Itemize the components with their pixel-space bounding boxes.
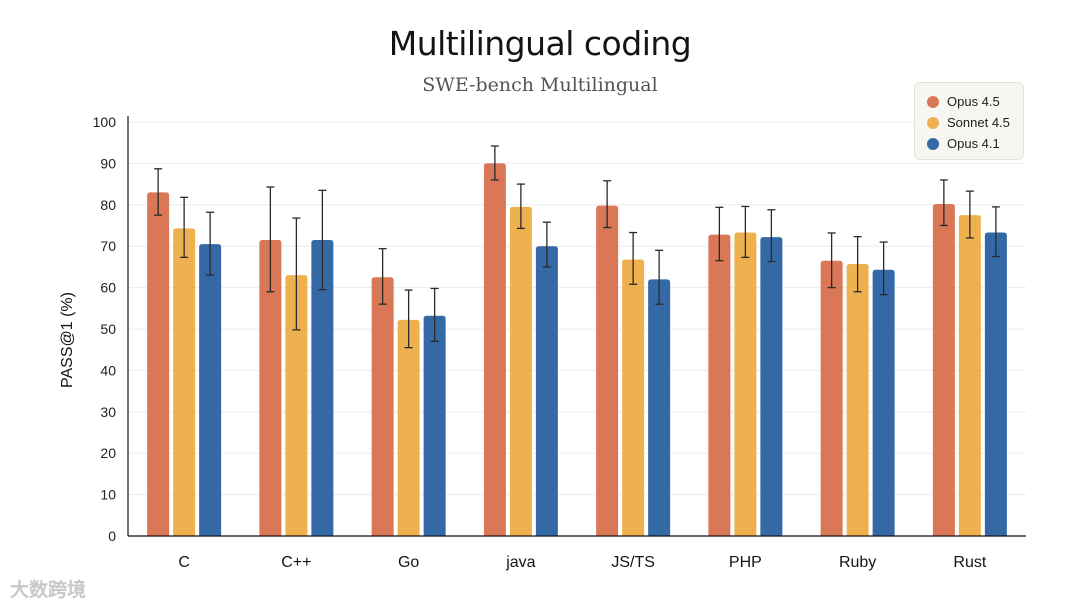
- legend-item-opus-4-1: Opus 4.1: [927, 133, 1023, 154]
- chart-subtitle: SWE-bench Multilingual: [422, 74, 658, 96]
- bar: [958, 215, 981, 536]
- bar: [535, 246, 558, 536]
- watermark-logo: 大数跨境: [10, 580, 87, 601]
- y-tick-label: 70: [100, 238, 116, 254]
- bar: [760, 237, 783, 537]
- y-tick-label: 10: [100, 487, 116, 503]
- bar: [483, 163, 506, 536]
- y-axis-label: PASS@1 (%): [59, 292, 76, 388]
- bar: [285, 275, 308, 536]
- y-tick-label: 40: [100, 362, 116, 378]
- bar: [596, 205, 619, 537]
- y-tick-label: 80: [100, 197, 116, 213]
- x-tick-label: Ruby: [839, 554, 876, 571]
- axes: 0 10 20 30 40 50 60 70 80 90 100 C C++ Go java JS/TS PHP…: [93, 114, 1026, 571]
- x-tick-label: Go: [398, 554, 419, 571]
- bar: [423, 315, 446, 536]
- x-tick-label: JS/TS: [611, 554, 655, 571]
- bar: [648, 279, 671, 536]
- legend-item-sonnet-4-5: Sonnet 4.5: [927, 112, 1023, 133]
- y-tick-label: 90: [100, 155, 116, 171]
- bar: [708, 234, 731, 536]
- y-tick-label: 30: [100, 404, 116, 420]
- chart-title: Multilingual coding: [388, 24, 692, 63]
- legend-swatch: [927, 116, 939, 129]
- bar: [147, 192, 170, 536]
- legend: Opus 4.5 Sonnet 4.5 Opus 4.1: [914, 82, 1024, 160]
- x-tick-label: java: [505, 554, 535, 571]
- bar: [509, 206, 532, 536]
- bar: [397, 319, 420, 536]
- legend-swatch: [927, 137, 939, 150]
- x-tick-label: C++: [281, 554, 311, 571]
- bar: [311, 239, 334, 537]
- bar: [734, 232, 757, 536]
- bars: [147, 163, 1007, 537]
- y-tick-label: 0: [108, 528, 116, 544]
- legend-label: Sonnet 4.5: [947, 115, 1010, 130]
- y-tick-label: 50: [100, 321, 116, 337]
- x-tick-label: Rust: [953, 554, 986, 571]
- bar: [984, 232, 1007, 536]
- bar: [259, 239, 282, 537]
- bar: [846, 264, 869, 536]
- bar: [872, 269, 895, 536]
- bar: [622, 259, 645, 536]
- legend-label: Opus 4.1: [947, 136, 1000, 151]
- x-tick-label: C: [178, 554, 190, 571]
- bar: [371, 277, 394, 536]
- bar: [173, 228, 196, 536]
- y-tick-label: 60: [100, 280, 116, 296]
- bar: [199, 244, 222, 536]
- legend-item-opus-4-5: Opus 4.5: [927, 91, 1023, 112]
- y-tick-label: 20: [100, 445, 116, 461]
- x-tick-label: PHP: [729, 554, 762, 571]
- bar: [820, 260, 843, 536]
- legend-label: Opus 4.5: [947, 94, 1000, 109]
- error-bars: [154, 145, 1000, 349]
- legend-swatch: [927, 95, 939, 108]
- y-tick-label: 100: [93, 114, 117, 130]
- bar: [932, 203, 955, 537]
